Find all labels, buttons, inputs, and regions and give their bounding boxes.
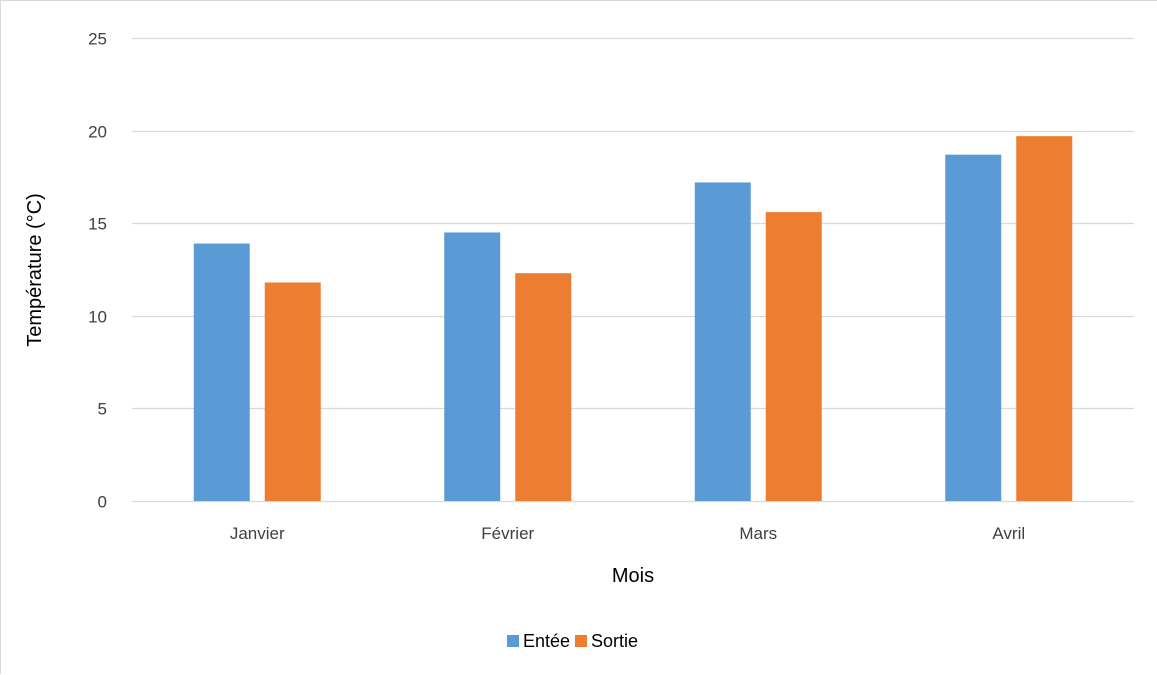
bars [193, 136, 1073, 501]
bar-entee-avril [945, 154, 1002, 501]
x-tick-label: Mars [739, 524, 777, 543]
y-tick-label: 0 [98, 493, 107, 512]
y-tick-label: 20 [88, 123, 107, 142]
bar-sortie-janvier [264, 282, 321, 501]
bar-sortie-avril [1016, 136, 1073, 501]
legend-swatch-entee [507, 635, 519, 647]
x-axis-title: Mois [612, 565, 654, 587]
legend: Entée Sortie [507, 631, 638, 651]
x-axis-tick-labels: Janvier Février Mars Avril [230, 524, 1025, 543]
y-tick-label: 10 [88, 308, 107, 327]
bar-entee-février [444, 232, 501, 501]
legend-label-sortie: Sortie [591, 631, 638, 651]
legend-label-entee: Entée [523, 631, 570, 651]
legend-swatch-sortie [575, 635, 587, 647]
bar-sortie-mars [765, 212, 822, 501]
x-tick-label: Janvier [230, 524, 285, 543]
bar-entee-janvier [193, 243, 250, 501]
x-tick-label: Avril [992, 524, 1025, 543]
y-tick-label: 25 [88, 30, 107, 49]
y-tick-label: 15 [88, 215, 107, 234]
x-tick-label: Février [481, 524, 534, 543]
bar-sortie-février [515, 273, 572, 501]
y-axis-tick-labels: 0 5 10 15 20 25 [88, 30, 107, 512]
y-axis-title: Température (°C) [24, 193, 46, 347]
y-tick-label: 5 [98, 400, 107, 419]
bar-entee-mars [694, 182, 751, 501]
